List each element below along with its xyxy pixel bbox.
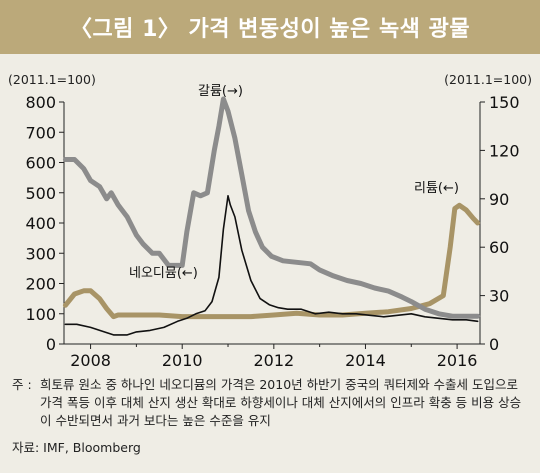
left-tick-label: 200 xyxy=(25,275,56,294)
line-chart: (2011.1=100) (2011.1=100) 01002003004005… xyxy=(8,72,532,370)
series-line-gallium xyxy=(62,96,481,319)
left-tick-label: 0 xyxy=(46,335,56,354)
left-tick-label: 500 xyxy=(25,184,56,203)
series-line-lithium xyxy=(62,202,481,320)
right-tick-label: 30 xyxy=(489,287,509,306)
footnote: 주 : 희토류 원소 중 하나인 네오디뮴의 가격은 2010년 하반기 중국의… xyxy=(12,376,530,430)
left-tick-label: 600 xyxy=(25,154,56,173)
right-tick-label: 150 xyxy=(489,93,520,112)
left-axis-unit: (2011.1=100) xyxy=(8,72,96,87)
left-tick-label: 700 xyxy=(25,123,56,142)
source-note: 자료: IMF, Bloomberg xyxy=(12,440,141,455)
right-tick-label: 60 xyxy=(489,238,509,257)
series-label-lithium: 리튬(←) xyxy=(414,181,459,196)
footnote-marker: 주 : xyxy=(12,377,32,392)
chart-title: 〈그림 1〉 가격 변동성이 높은 녹색 광물 xyxy=(69,17,471,42)
x-tick-label: 2014 xyxy=(345,351,386,370)
left-tick-label: 300 xyxy=(25,244,56,263)
x-tick-label: 2010 xyxy=(162,351,203,370)
right-tick-label: 0 xyxy=(489,335,499,354)
left-tick-label: 400 xyxy=(25,214,56,233)
footnote-text: 희토류 원소 중 하나인 네오디뮴의 가격은 2010년 하반기 중국의 쿼터제… xyxy=(40,377,522,428)
x-tick-label: 2008 xyxy=(70,351,111,370)
left-tick-group: 0 100 200 300 400 500 600 700 800 xyxy=(25,93,64,354)
left-tick-label: 800 xyxy=(25,93,56,112)
x-tick-label: 2016 xyxy=(437,351,478,370)
series-label-gallium: 갈륨(→) xyxy=(198,84,243,99)
right-tick-label: 120 xyxy=(489,141,520,160)
x-tick-group: 2008 2010 2012 2014 2016 xyxy=(70,344,477,370)
right-tick-label: 90 xyxy=(489,190,509,209)
right-tick-group: 0 30 60 90 120 150 xyxy=(480,93,520,354)
axes-layer: (2011.1=100) (2011.1=100) xyxy=(8,72,532,345)
left-tick-label: 100 xyxy=(25,305,56,324)
series-line-neodymium xyxy=(64,195,479,336)
series-label-neodymium: 네오디뮴(←) xyxy=(129,266,198,281)
x-tick-label: 2012 xyxy=(253,351,294,370)
right-axis-unit: (2011.1=100) xyxy=(444,72,532,87)
title-banner: 〈그림 1〉 가격 변동성이 높은 녹색 광물 xyxy=(0,0,540,54)
series-layer xyxy=(62,96,481,336)
